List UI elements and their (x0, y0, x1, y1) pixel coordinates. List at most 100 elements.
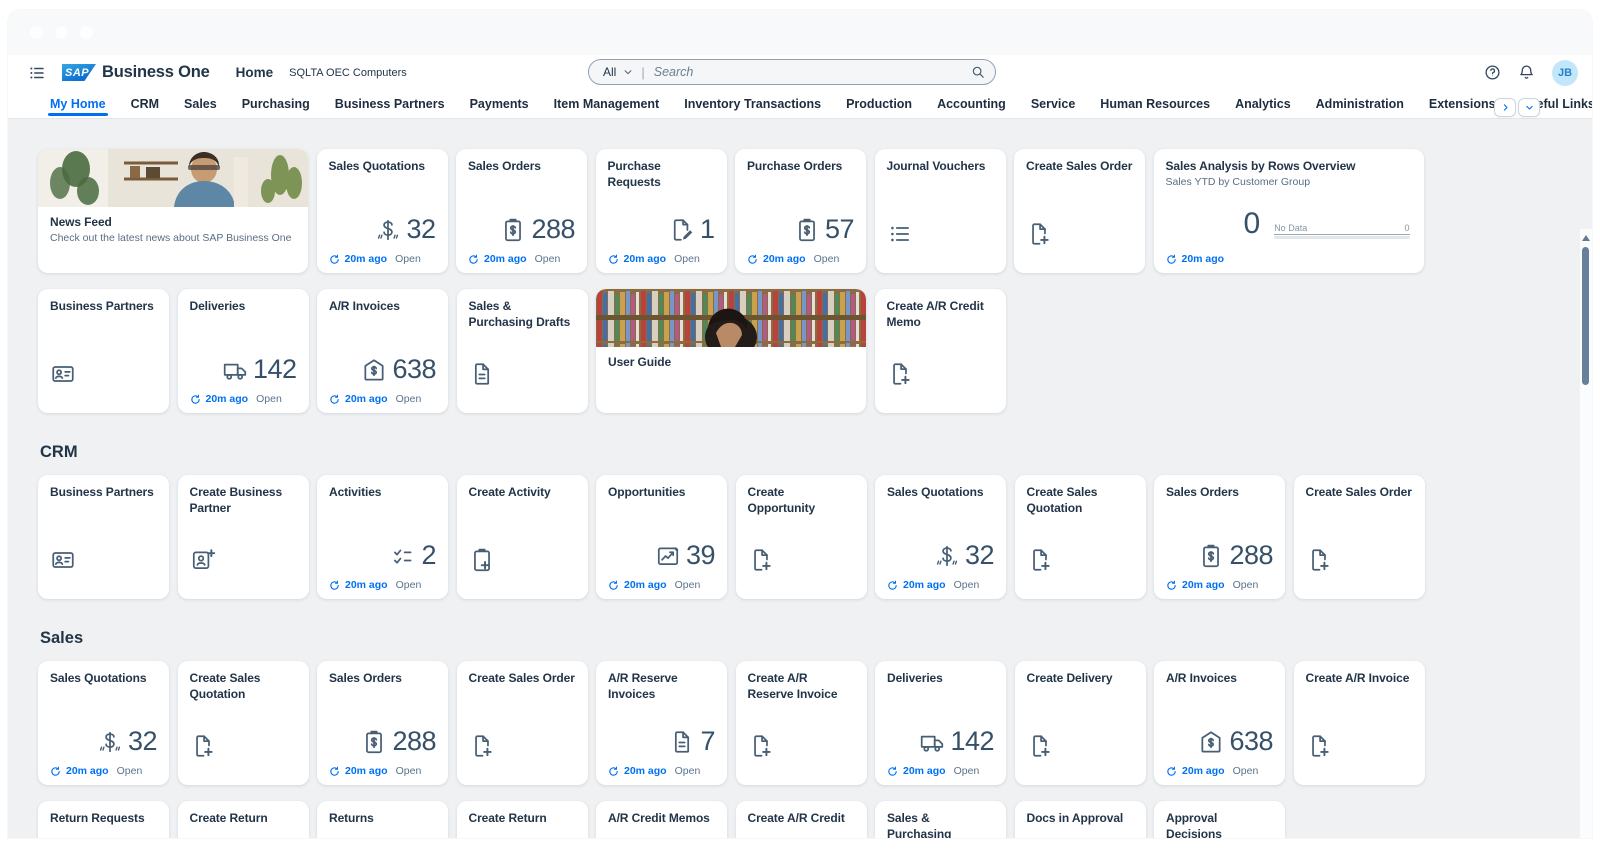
tile-return-requests[interactable]: Return Requests (38, 801, 169, 838)
tile-sales-orders[interactable]: Sales Orders 288 20m ago Open (1154, 475, 1285, 599)
tile-journal-vouchers[interactable]: Journal Vouchers (874, 149, 1006, 273)
nav-tab-extensions[interactable]: Extensions (1428, 97, 1496, 111)
nav-tab-payments[interactable]: Payments (469, 97, 529, 111)
tile-purchase-requests[interactable]: Purchase Requests 1 20m ago Open (595, 149, 727, 273)
quote-dollar-icon (97, 729, 123, 755)
tile-sales-quotations[interactable]: Sales Quotations 32 20m ago Open (38, 661, 169, 785)
search-icon[interactable] (971, 65, 985, 79)
home-content: News Feed Check out the latest news abou… (8, 119, 1592, 838)
window-control-maximize[interactable] (80, 26, 93, 39)
nav-tab-crm[interactable]: CRM (130, 97, 160, 111)
help-icon[interactable] (1484, 64, 1501, 81)
doc-lines-icon (669, 729, 695, 755)
notifications-bell-icon[interactable] (1518, 64, 1535, 81)
refreshed-time: 20m ago (624, 579, 667, 591)
refresh-icon (887, 766, 898, 777)
tile-create-business-partner[interactable]: Create Business Partner (177, 475, 309, 599)
tile-business-partners[interactable]: Business Partners (38, 289, 169, 413)
clipboard-dollar-icon (361, 729, 387, 755)
refresh-icon (329, 766, 340, 777)
nav-bar: My Home CRM Sales Purchasing Business Partne… (8, 90, 1592, 119)
chevron-down-icon[interactable] (623, 67, 633, 77)
tile-approval-decisions[interactable]: Approval Decisions (1154, 801, 1285, 838)
nav-overflow-button[interactable] (1518, 98, 1540, 117)
tile-user-guide[interactable]: User Guide (596, 289, 866, 413)
scrollbar-up-arrow-icon[interactable] (1582, 235, 1590, 241)
tile-deliveries[interactable]: Deliveries 142 20m ago Open (875, 661, 1006, 785)
tile-sales-quotations[interactable]: Sales Quotations 32 20m ago Open (875, 475, 1006, 599)
nav-tab-purchasing[interactable]: Purchasing (241, 97, 310, 111)
tile-a-r-reserve-invoices[interactable]: A/R Reserve Invoices 7 20m ago Open (596, 661, 727, 785)
tile-sales-analysis-by-rows-overview[interactable]: Sales Analysis by Rows Overview Sales YT… (1153, 149, 1424, 273)
company-name: SQLTA OEC Computers (289, 66, 407, 79)
tile-news-feed[interactable]: News Feed Check out the latest news abou… (38, 149, 308, 273)
nav-tab-administration[interactable]: Administration (1315, 97, 1404, 111)
nav-tab-accounting[interactable]: Accounting (937, 97, 1006, 111)
tile-a-r-invoices[interactable]: A/R Invoices 638 20m ago Open (317, 289, 448, 413)
refresh-icon (329, 254, 340, 265)
tile-count: 32 (127, 726, 158, 756)
tile-sales-orders[interactable]: Sales Orders 288 20m ago Open (456, 149, 587, 273)
tile-docs-in-approval[interactable]: Docs in Approval (1014, 801, 1146, 838)
tile-create-a-r-reserve-invoice[interactable]: Create A/R Reserve Invoice (735, 661, 867, 785)
tile-title: Sales Orders (329, 671, 402, 685)
tile-deliveries[interactable]: Deliveries 142 20m ago Open (177, 289, 309, 413)
tile-count: 39 (685, 540, 716, 570)
tile-create-sales-quotation[interactable]: Create Sales Quotation (1014, 475, 1146, 599)
refresh-icon (887, 580, 898, 591)
tile-sales-purchasing-drafts[interactable]: Sales & Purchasing Drafts (456, 289, 588, 413)
scrollbar-thumb[interactable] (1582, 247, 1589, 385)
clipboard-dollar-icon (1198, 543, 1224, 569)
tile-count: 638 (1229, 726, 1273, 756)
tile-activities[interactable]: Activities 2 20m ago Open (317, 475, 448, 599)
tile-opportunities[interactable]: Opportunities 39 20m ago Open (596, 475, 727, 599)
nav-tab-analytics[interactable]: Analytics (1235, 97, 1291, 111)
search-scope-select[interactable]: All (603, 65, 617, 79)
tile-title: Create Activity (468, 485, 551, 499)
brand[interactable]: SAP Business One (62, 63, 210, 82)
nav-tab-business-partners[interactable]: Business Partners (334, 97, 445, 111)
nav-tab-item-management[interactable]: Item Management (553, 97, 660, 111)
tile-create-sales-order[interactable]: Create Sales Order (1014, 149, 1145, 273)
tile-sales-orders[interactable]: Sales Orders 288 20m ago Open (317, 661, 448, 785)
tile-create-delivery[interactable]: Create Delivery (1014, 661, 1146, 785)
window-control-close[interactable] (30, 26, 43, 39)
nav-tab-service[interactable]: Service (1030, 97, 1076, 111)
user-avatar[interactable]: JB (1552, 59, 1578, 86)
tile-business-partners[interactable]: Business Partners (38, 475, 169, 599)
tile-title: Purchase Requests (607, 159, 661, 189)
doc-pencil-icon (669, 217, 695, 243)
tile-create-sales-order[interactable]: Create Sales Order (1293, 475, 1425, 599)
tile-count: 288 (1229, 540, 1273, 570)
tile-sales-quotations[interactable]: Sales Quotations 32 20m ago Open (316, 149, 448, 273)
tile-create-a-r-credit[interactable]: Create A/R Credit (735, 801, 867, 838)
tile-a-r-invoices[interactable]: A/R Invoices 638 20m ago Open (1154, 661, 1285, 785)
nav-scroll-right-button[interactable] (1494, 98, 1516, 117)
status-label: Open (534, 253, 561, 265)
tile-title: Return Requests (50, 811, 145, 825)
window-control-minimize[interactable] (55, 26, 68, 39)
menu-list-icon[interactable] (26, 62, 48, 84)
nav-tab-production[interactable]: Production (846, 97, 913, 111)
tile-create-return[interactable]: Create Return (456, 801, 588, 838)
tile-create-sales-order[interactable]: Create Sales Order (456, 661, 588, 785)
tile-a-r-credit-memos[interactable]: A/R Credit Memos (596, 801, 727, 838)
tile-returns[interactable]: Returns (317, 801, 448, 838)
nav-tab-inventory-transactions[interactable]: Inventory Transactions (684, 97, 822, 111)
doc-plus-icon (887, 361, 913, 387)
nav-tab-my-home[interactable]: My Home (48, 90, 108, 118)
tile-sales-purchasing[interactable]: Sales & Purchasing (875, 801, 1006, 838)
tile-create-opportunity[interactable]: Create Opportunity (735, 475, 867, 599)
tile-create-a-r-credit-memo[interactable]: Create A/R Credit Memo (874, 289, 1006, 413)
nav-tab-sales[interactable]: Sales (184, 97, 217, 111)
nav-tab-human-resources[interactable]: Human Resources (1100, 97, 1211, 111)
tile-create-a-r-invoice[interactable]: Create A/R Invoice (1293, 661, 1425, 785)
status-label: Open (953, 579, 980, 591)
search-input[interactable] (653, 65, 971, 79)
tile-create-sales-quotation[interactable]: Create Sales Quotation (177, 661, 309, 785)
vertical-scrollbar[interactable] (1580, 229, 1592, 838)
tile-purchase-orders[interactable]: Purchase Orders 57 20m ago Open (735, 149, 866, 273)
tile-create-activity[interactable]: Create Activity (456, 475, 588, 599)
tile-create-return[interactable]: Create Return (177, 801, 309, 838)
search-bar[interactable]: All | (588, 59, 996, 85)
